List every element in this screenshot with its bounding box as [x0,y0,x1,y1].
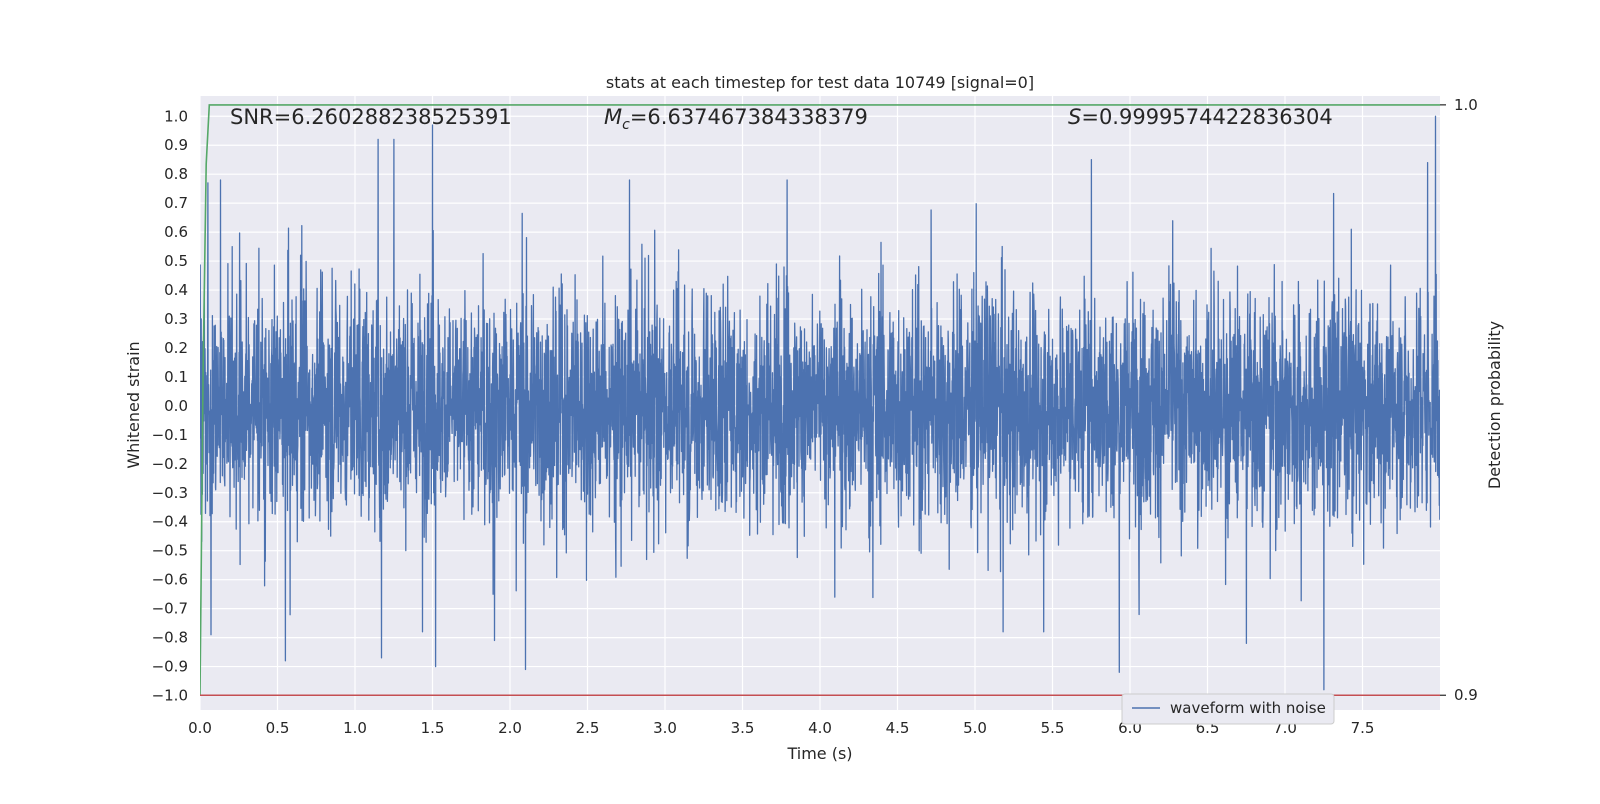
mc-subscript: c [622,117,630,133]
y-tick-label: −0.5 [152,542,188,560]
x-tick-label: 2.0 [498,719,522,737]
x-axis-label: Time (s) [786,744,852,763]
x-tick-label: 7.5 [1351,719,1375,737]
y-tick-label: −1.0 [152,687,188,705]
mc-symbol: M [604,105,622,129]
y-tick-label: −0.1 [152,426,188,444]
y-tick-label: 0.3 [164,310,188,328]
y-tick-label: 1.0 [164,107,188,125]
x-tick-label: 0.0 [188,719,212,737]
s-annotation: S=0.9999574422836304 [1068,105,1333,129]
legend-label-waveform: waveform with noise [1170,699,1326,717]
x-tick-label: 0.5 [266,719,290,737]
x-tick-label: 2.5 [576,719,600,737]
y-tick-label: −0.8 [152,629,188,647]
y-tick-label: 0.1 [164,368,188,386]
y-tick-label: −0.7 [152,600,188,618]
x-tick-label: 1.0 [343,719,367,737]
snr-annotation: SNR=6.260288238525391 [230,105,512,129]
y-tick-label: 0.0 [164,397,188,415]
x-axis-ticks: 0.0 0.5 1.0 1.5 2.0 2.5 3.0 3.5 4.0 4.5 5.0 5.5 6.0 6… [188,719,1374,737]
mc-annotation: Mc=6.637467384338379 [604,105,868,133]
y-tick-label: 0.6 [164,223,188,241]
series-line-waveform-with-noise [200,115,1440,691]
y-tick-label: −0.6 [152,571,188,589]
y-tick-label: 0.5 [164,252,188,270]
x-tick-label: 5.0 [963,719,987,737]
series-line-detection-probability [200,104,1440,696]
y-axis-left-ticks: −1.0 −0.9 −0.8 −0.7 −0.6 −0.5 −0.4 −0.3 −0.2 −0.1… [152,107,188,704]
y-tick-label: −0.9 [152,658,188,676]
legend-box [1121,693,1335,725]
y-tick-label: 0.8 [164,165,188,183]
y-tick-label: 0.4 [164,281,188,299]
x-tick-label: 4.5 [886,719,910,737]
y-tick-label: 0.9 [164,136,188,154]
y-tick-label: 0.2 [164,339,188,357]
x-tick-label: 5.5 [1041,719,1065,737]
y-tick-label: −0.3 [152,484,188,502]
y-tick-label: −0.4 [152,513,188,531]
y-tick-label: −0.2 [152,455,188,473]
x-tick-label: 3.5 [731,719,755,737]
legend: waveform with noise [1121,693,1335,725]
y2-tick-label: 1.0 [1454,96,1478,114]
y2-tick-label: 0.9 [1454,686,1478,704]
y-axis-label: Whitened strain [124,341,143,468]
y-tick-label: 0.7 [164,194,188,212]
mc-value: =6.637467384338379 [630,105,868,129]
chart-title: stats at each timestep for test data 107… [606,73,1034,92]
y2-axis-label: Detection probability [1485,321,1504,489]
y-axis-right-ticks: 0.9 1.0 [1440,96,1478,704]
x-tick-label: 3.0 [653,719,677,737]
s-value: =0.9999574422836304 [1081,105,1332,129]
x-tick-label: 4.0 [808,719,832,737]
x-tick-label: 1.5 [421,719,445,737]
s-symbol: S [1068,105,1081,129]
